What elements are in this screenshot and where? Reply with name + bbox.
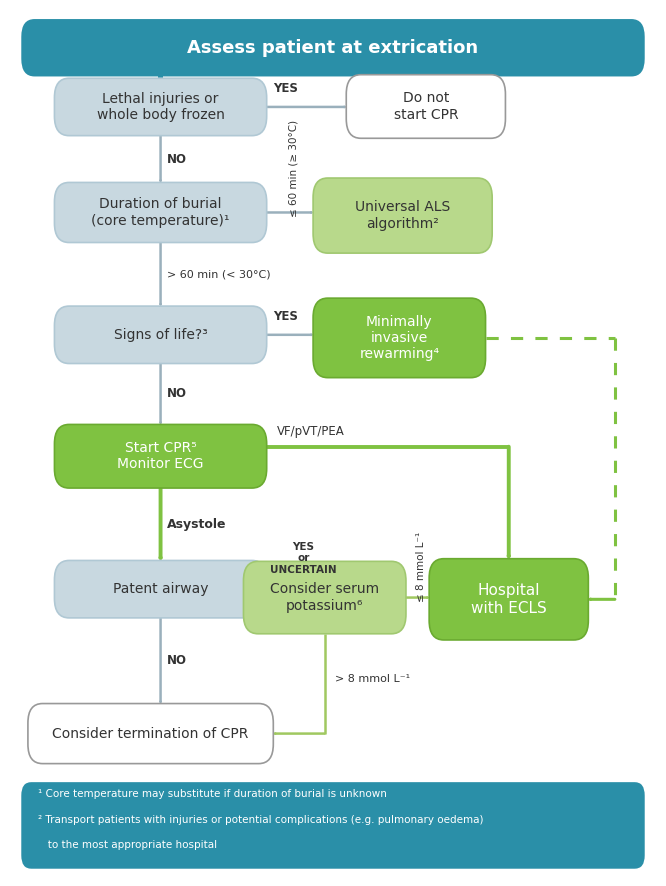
FancyBboxPatch shape: [429, 559, 588, 640]
FancyBboxPatch shape: [55, 561, 266, 618]
FancyBboxPatch shape: [313, 299, 486, 377]
Text: Patent airway: Patent airway: [113, 582, 208, 596]
Text: > 60 min (< 30°C): > 60 min (< 30°C): [167, 269, 271, 279]
Text: NO: NO: [167, 654, 187, 667]
Text: Start CPR⁵
Monitor ECG: Start CPR⁵ Monitor ECG: [117, 441, 204, 471]
Text: Do not
start CPR: Do not start CPR: [394, 91, 458, 121]
FancyBboxPatch shape: [55, 424, 266, 488]
FancyBboxPatch shape: [313, 178, 492, 253]
FancyBboxPatch shape: [55, 306, 266, 363]
Text: Assess patient at extrication: Assess patient at extrication: [187, 39, 479, 57]
FancyBboxPatch shape: [244, 562, 406, 633]
Text: Minimally
invasive
rewarming⁴: Minimally invasive rewarming⁴: [359, 315, 440, 361]
Text: YES: YES: [273, 310, 298, 323]
Text: NO: NO: [167, 387, 187, 400]
FancyBboxPatch shape: [28, 703, 273, 764]
FancyBboxPatch shape: [21, 782, 645, 868]
Text: ≤ 60 min (≥ 30°C): ≤ 60 min (≥ 30°C): [288, 120, 298, 217]
Text: ≤ 8 mmol L⁻¹: ≤ 8 mmol L⁻¹: [416, 532, 426, 602]
Text: Hospital
with ECLS: Hospital with ECLS: [471, 583, 547, 616]
Text: to the most appropriate hospital: to the most appropriate hospital: [38, 841, 217, 851]
Text: Consider serum
potassium⁶: Consider serum potassium⁶: [270, 582, 379, 612]
Text: Duration of burial
(core temperature)¹: Duration of burial (core temperature)¹: [91, 198, 230, 228]
Text: VF/pVT/PEA: VF/pVT/PEA: [276, 425, 344, 438]
Text: > 8 mmol L⁻¹: > 8 mmol L⁻¹: [334, 674, 410, 684]
Text: Asystole: Asystole: [167, 517, 226, 531]
Text: Lethal injuries or
whole body frozen: Lethal injuries or whole body frozen: [97, 92, 224, 122]
FancyBboxPatch shape: [21, 19, 645, 76]
Text: Signs of life?³: Signs of life?³: [114, 328, 207, 342]
Text: NO: NO: [167, 152, 187, 166]
Text: Universal ALS
algorithm²: Universal ALS algorithm²: [355, 200, 450, 230]
FancyBboxPatch shape: [55, 183, 266, 243]
Text: YES: YES: [273, 82, 298, 96]
FancyBboxPatch shape: [55, 78, 266, 136]
Text: YES
or
UNCERTAIN: YES or UNCERTAIN: [270, 542, 336, 575]
FancyBboxPatch shape: [346, 74, 505, 138]
Text: ¹ Core temperature may substitute if duration of burial is unknown: ¹ Core temperature may substitute if dur…: [38, 789, 387, 799]
Text: ² Transport patients with injuries or potential complications (e.g. pulmonary oe: ² Transport patients with injuries or po…: [38, 815, 484, 825]
Text: Consider termination of CPR: Consider termination of CPR: [53, 727, 249, 741]
